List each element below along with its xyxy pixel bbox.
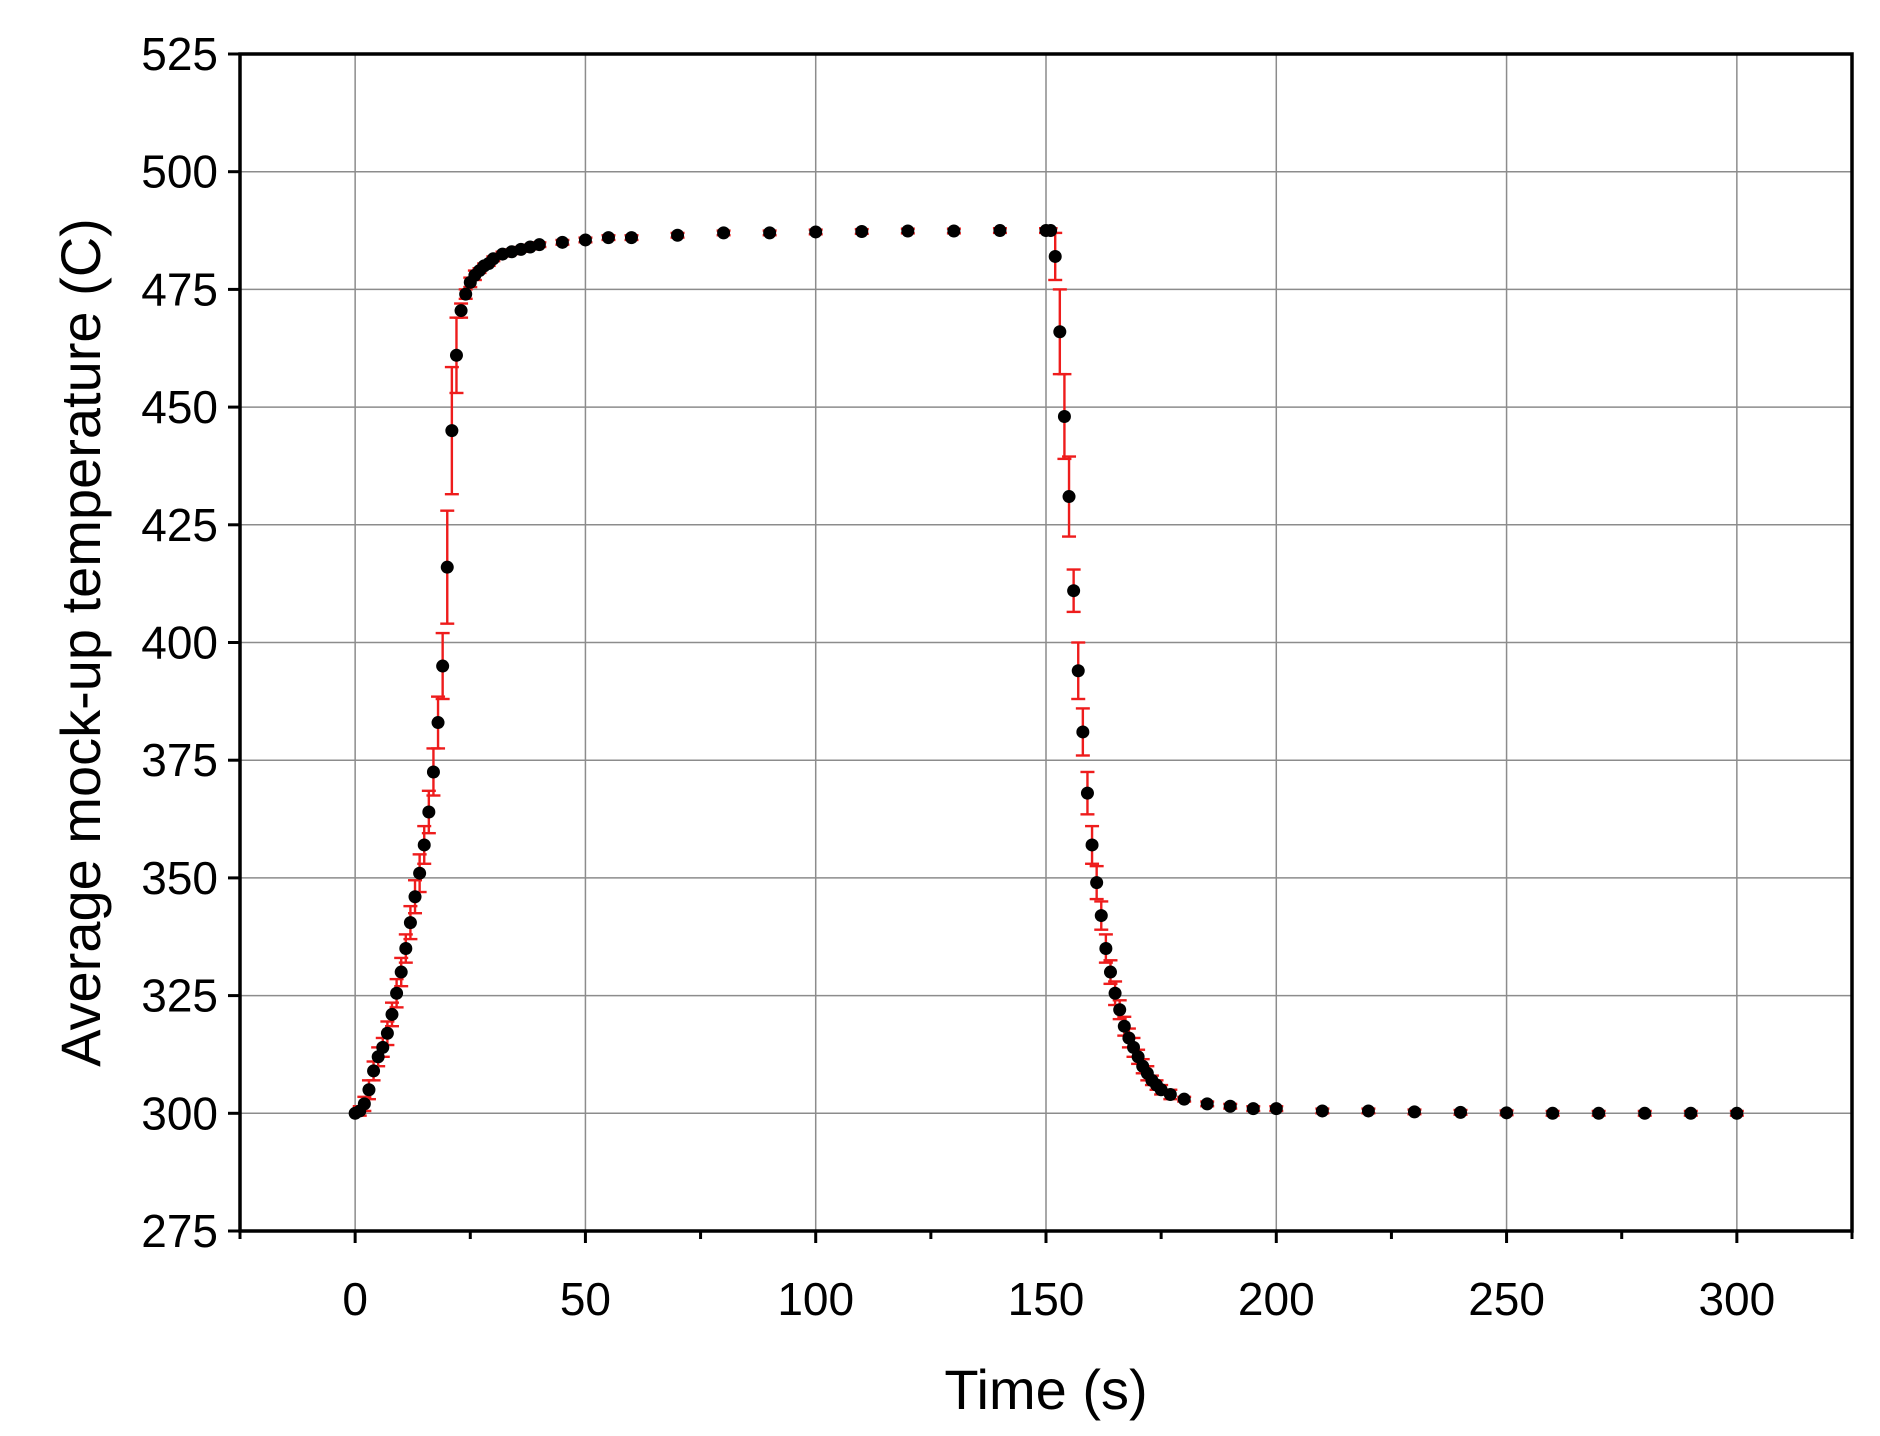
data-point [901,224,915,238]
data-point [532,238,546,252]
data-point [855,224,869,238]
y-tick-label: 375 [141,734,218,786]
x-tick-label: 100 [777,1273,854,1325]
data-point [1067,584,1081,598]
y-tick-label: 450 [141,381,218,433]
data-point [1085,838,1099,852]
x-axis-title: Time (s) [944,1358,1147,1421]
data-point [993,224,1007,238]
x-tick-label: 250 [1468,1273,1545,1325]
data-point [1730,1106,1744,1120]
data-point [1103,965,1117,979]
x-tick-label: 150 [1008,1273,1085,1325]
data-point [380,1026,394,1040]
y-tick-label: 400 [141,617,218,669]
data-point [440,560,454,574]
data-point [1099,942,1113,956]
data-point [1108,986,1122,1000]
y-tick-label: 425 [141,499,218,551]
y-tick-label: 475 [141,263,218,315]
data-point [1177,1092,1191,1106]
y-tick-label: 500 [141,146,218,198]
data-point [1094,909,1108,923]
y-tick-label: 275 [141,1205,218,1257]
data-point [1269,1102,1283,1116]
data-point [1044,224,1058,238]
data-point [422,805,436,819]
data-point [717,226,731,240]
data-point [376,1040,390,1054]
data-point [436,659,450,673]
data-point [763,226,777,240]
data-point [1090,876,1104,890]
data-point [1315,1104,1329,1118]
tick-labels: 0 50 100 150 200 250 300 275 300 325 350 375 400 425 4… [141,28,1775,1325]
data-point [399,942,413,956]
x-tick-label: 0 [342,1273,368,1325]
data-point [403,916,417,930]
data-point [1062,490,1076,504]
data-point [1076,725,1090,739]
x-tick-label: 50 [560,1273,611,1325]
data-point [445,424,459,438]
data-series [348,224,1744,1120]
data-point [426,765,440,779]
data-point [1071,664,1085,678]
data-point [413,866,427,880]
data-point [1113,1003,1127,1017]
data-point [1546,1106,1560,1120]
data-point [1638,1106,1652,1120]
data-point [1454,1105,1468,1119]
data-point [1163,1087,1177,1101]
data-point [1048,249,1062,263]
y-tick-label: 525 [141,28,218,80]
data-point [367,1064,381,1078]
data-point [408,890,422,904]
data-point [1080,786,1094,800]
data-point [1246,1102,1260,1116]
axis-ticks [228,52,1854,1243]
x-tick-label: 200 [1238,1273,1315,1325]
y-tick-label: 325 [141,970,218,1022]
data-point [1684,1106,1698,1120]
data-point [362,1083,376,1097]
data-point [1223,1099,1237,1113]
data-point [555,235,569,249]
data-point [1361,1104,1375,1118]
data-point [449,348,463,362]
data-point [947,224,961,238]
data-point [1053,325,1067,339]
data-point [385,1007,399,1021]
data-point [1500,1106,1514,1120]
data-point [671,228,685,242]
data-point [1117,1019,1131,1033]
data-point [578,233,592,247]
data-point [394,965,408,979]
data-point [431,716,445,730]
data-point [1057,410,1071,424]
data-point [459,287,473,301]
y-tick-label: 350 [141,852,218,904]
data-point [357,1097,371,1111]
data-point [624,231,638,245]
data-point [390,986,404,1000]
x-tick-label: 300 [1698,1273,1775,1325]
data-point [1200,1097,1214,1111]
y-tick-label: 300 [141,1087,218,1139]
data-point [454,304,468,318]
data-point [1407,1105,1421,1119]
data-point [601,231,615,245]
y-axis-title: Average mock-up temperature (C) [49,218,112,1067]
data-point [417,838,431,852]
data-point [1592,1106,1606,1120]
data-point [809,225,823,239]
